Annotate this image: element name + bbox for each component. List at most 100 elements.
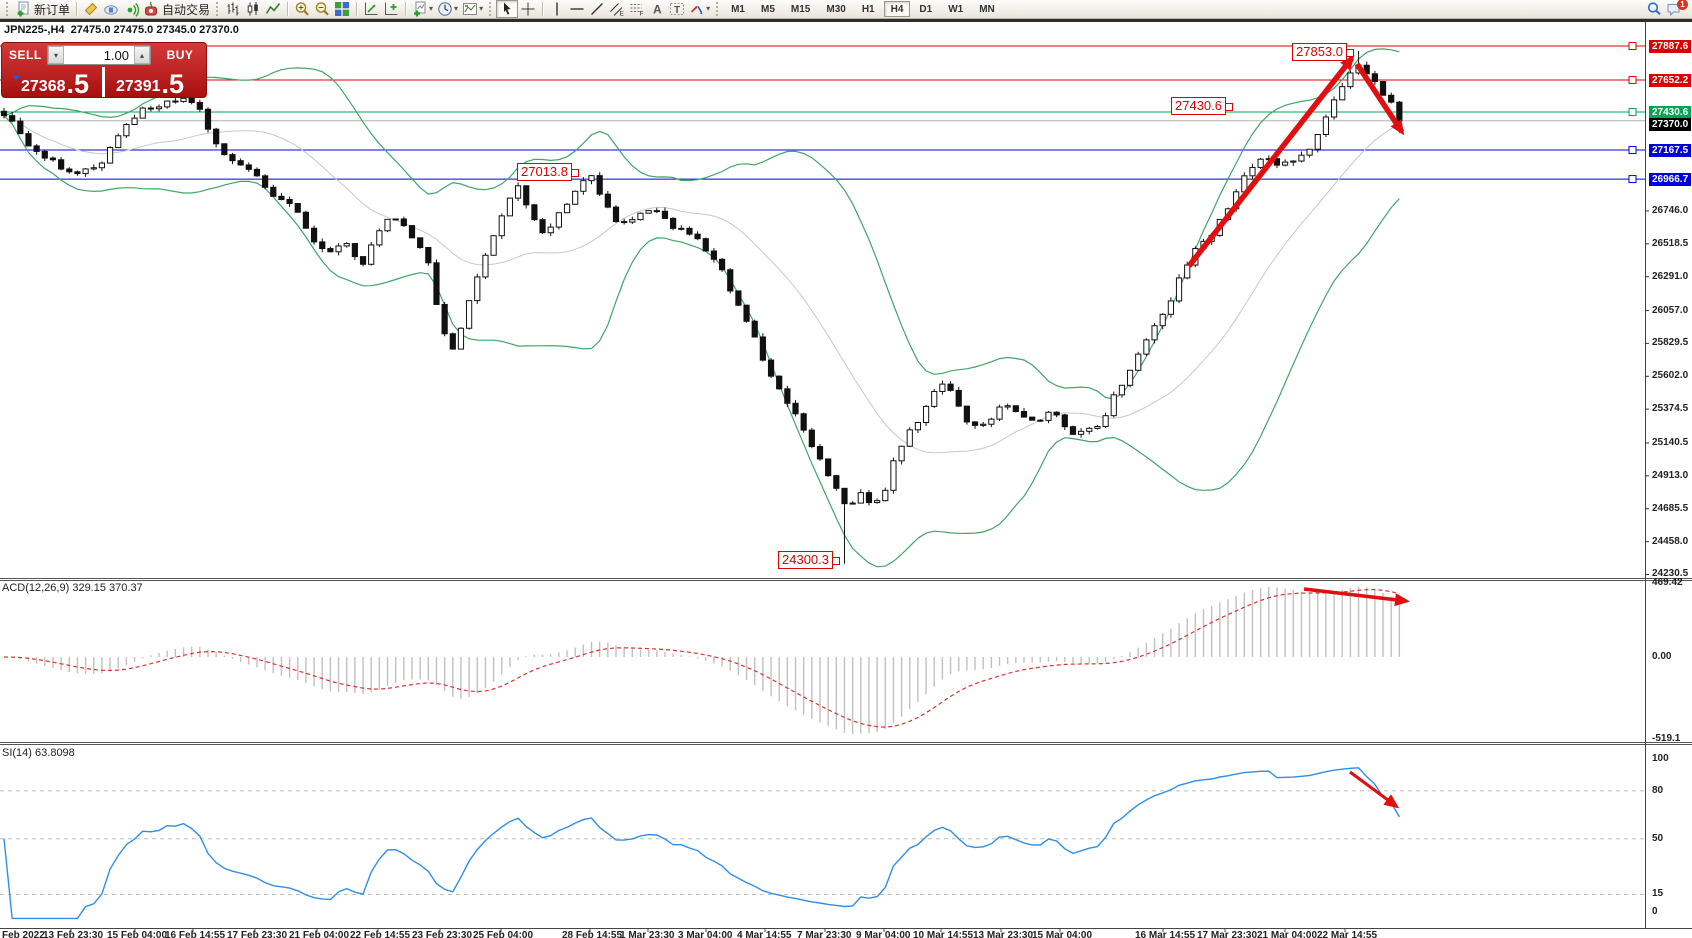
time-axis-label[interactable]: 25 Feb 04:00 bbox=[473, 930, 534, 938]
volume-decrease-button[interactable]: ▾ bbox=[48, 46, 64, 64]
price-axis-tick[interactable]: 24913.0 bbox=[1652, 469, 1689, 481]
price-flag-label[interactable]: 27013.8 bbox=[517, 163, 579, 181]
time-axis-label[interactable]: 15 Feb 04:00 bbox=[107, 930, 168, 938]
price-axis-tick[interactable]: 24230.5 bbox=[1652, 568, 1689, 580]
toolbar-grip[interactable] bbox=[489, 2, 492, 16]
depth-of-market-icon[interactable] bbox=[101, 0, 121, 18]
tile-windows-icon[interactable] bbox=[332, 0, 352, 18]
timeframe-M1[interactable]: M1 bbox=[731, 4, 745, 15]
price-flag-label[interactable]: 27853.0 bbox=[1292, 43, 1354, 61]
time-axis-label[interactable]: 3 Mar 04:00 bbox=[678, 930, 733, 938]
cursor-tool-button[interactable] bbox=[496, 0, 519, 18]
time-axis-label[interactable]: 16 Feb 14:55 bbox=[165, 930, 226, 938]
price-axis-tick[interactable]: 26746.0 bbox=[1652, 204, 1689, 216]
toolbar-grip[interactable] bbox=[216, 2, 219, 16]
price-axis-tick[interactable]: 25829.5 bbox=[1652, 337, 1689, 349]
crosshair-tool-button[interactable] bbox=[518, 0, 538, 18]
price-alert-icon[interactable] bbox=[81, 0, 101, 18]
toolbar-grip[interactable] bbox=[716, 2, 719, 16]
rsi-scale-label[interactable]: 100 bbox=[1652, 753, 1669, 764]
volume-stepper[interactable]: ▾ 1.00 ▴ bbox=[47, 45, 151, 65]
time-axis-label[interactable]: 13 Feb 23:30 bbox=[43, 930, 104, 938]
time-axis-label[interactable]: 22 Feb 14:55 bbox=[350, 930, 411, 938]
template-button[interactable]: ▾ bbox=[460, 0, 485, 18]
price-axis-tick[interactable]: 24685.5 bbox=[1652, 502, 1689, 514]
timeframe-M15[interactable]: M15 bbox=[790, 4, 811, 15]
zoom-in-icon[interactable] bbox=[292, 0, 312, 18]
timeframe-H4[interactable]: H4 bbox=[883, 1, 911, 17]
zoom-out-icon[interactable] bbox=[312, 0, 332, 18]
buy-button[interactable]: BUY bbox=[154, 48, 206, 62]
time-axis-label[interactable]: 21 Mar 04:00 bbox=[1257, 930, 1318, 938]
autotrading-button[interactable]: 自动交易 bbox=[141, 0, 212, 18]
toolbar-grip[interactable] bbox=[6, 2, 9, 16]
time-axis-label[interactable]: Feb 2022 bbox=[2, 930, 45, 938]
rsi-scale-label[interactable]: 0 bbox=[1652, 906, 1658, 917]
volume-value[interactable]: 1.00 bbox=[103, 47, 129, 63]
sell-button[interactable]: SELL bbox=[2, 48, 44, 62]
timeframe-M5[interactable]: M5 bbox=[761, 4, 775, 15]
price-axis-tick[interactable]: 24458.0 bbox=[1652, 535, 1689, 547]
add-indicator-icon[interactable] bbox=[381, 0, 401, 18]
rsi-scale-label[interactable]: 50 bbox=[1652, 832, 1664, 844]
price-axis-tick[interactable]: 25374.5 bbox=[1652, 403, 1689, 415]
rsi-scale-label[interactable]: 80 bbox=[1652, 784, 1664, 796]
vertical-line-tool[interactable] bbox=[547, 0, 567, 18]
text-label-tool[interactable]: T bbox=[667, 0, 687, 18]
price-flag-label[interactable]: 24300.3 bbox=[778, 551, 840, 569]
time-axis-label[interactable]: 9 Mar 04:00 bbox=[856, 930, 911, 938]
timeframe-W1[interactable]: W1 bbox=[948, 4, 964, 15]
time-axis-label[interactable]: 4 Mar 14:55 bbox=[737, 930, 792, 938]
time-axis-label[interactable]: 23 Feb 23:30 bbox=[412, 930, 473, 938]
bar-chart-icon[interactable] bbox=[223, 0, 243, 18]
horizontal-line-tool[interactable] bbox=[567, 0, 587, 18]
macd-scale-label[interactable]: 469.42 bbox=[1652, 577, 1683, 588]
time-axis-label[interactable]: 16 Mar 14:55 bbox=[1135, 930, 1196, 938]
time-axis-label[interactable]: 10 Mar 14:55 bbox=[913, 930, 974, 938]
time-axis-label[interactable]: 13 Mar 23:30 bbox=[973, 930, 1034, 938]
symbol-ohlc-header: JPN225-,H4 27475.0 27475.0 27345.0 27370… bbox=[4, 24, 239, 36]
candlestick-chart-icon[interactable] bbox=[243, 0, 263, 18]
volume-increase-button[interactable]: ▴ bbox=[134, 46, 150, 64]
time-axis-label[interactable]: 17 Mar 23:30 bbox=[1197, 930, 1258, 938]
price-axis-tick[interactable]: 26291.0 bbox=[1652, 270, 1689, 282]
trendline-tool[interactable] bbox=[587, 0, 607, 18]
periods-button[interactable]: ▾ bbox=[435, 0, 460, 18]
line-chart-icon[interactable] bbox=[263, 0, 283, 18]
notification-badge: 1 bbox=[1677, 0, 1688, 10]
macd-scale-label[interactable]: -519.1 bbox=[1652, 733, 1681, 744]
price-axis-tick[interactable]: 25602.0 bbox=[1652, 370, 1689, 382]
timeframe-M30[interactable]: M30 bbox=[826, 4, 846, 15]
time-axis-label[interactable]: 21 Feb 04:00 bbox=[289, 930, 350, 938]
equidistant-channel-tool[interactable]: E bbox=[607, 0, 627, 18]
ohlc-values: 27475.0 27475.0 27345.0 27370.0 bbox=[70, 24, 239, 36]
indicator-list-icon[interactable] bbox=[361, 0, 381, 18]
search-button[interactable] bbox=[1644, 0, 1664, 18]
text-tool[interactable]: A bbox=[647, 0, 667, 18]
new-order-label: 新订单 bbox=[34, 2, 71, 17]
time-axis-label[interactable]: 7 Mar 23:30 bbox=[797, 930, 852, 938]
time-axis-label[interactable]: 17 Feb 23:30 bbox=[227, 930, 288, 938]
rsi-scale-label[interactable]: 15 bbox=[1652, 888, 1664, 900]
time-axis-label[interactable]: 15 Mar 04:00 bbox=[1032, 930, 1093, 938]
time-axis-label[interactable]: 22 Mar 14:55 bbox=[1317, 930, 1378, 938]
sell-price[interactable]: 27368 .5 bbox=[2, 67, 100, 97]
new-order-button[interactable]: 新订单 bbox=[13, 0, 72, 18]
timeframe-MN[interactable]: MN bbox=[979, 4, 995, 15]
price-flag-label[interactable]: 27430.6 bbox=[1171, 97, 1233, 115]
price-axis-tick[interactable]: 26518.5 bbox=[1652, 237, 1689, 249]
new-chart-button[interactable]: ▾ bbox=[410, 0, 435, 18]
timeframe-D1[interactable]: D1 bbox=[919, 4, 933, 15]
signals-icon[interactable] bbox=[121, 0, 141, 18]
timeframe-H1[interactable]: H1 bbox=[861, 4, 875, 15]
fibonacci-tool[interactable]: F bbox=[627, 0, 647, 18]
price-axis-tick[interactable]: 25140.5 bbox=[1652, 436, 1689, 448]
macd-scale-label[interactable]: 0.00 bbox=[1652, 651, 1672, 663]
time-axis-label[interactable]: 1 Mar 23:30 bbox=[620, 930, 675, 938]
arrows-tool[interactable]: ▾ bbox=[687, 0, 712, 18]
notifications-button[interactable]: 1 bbox=[1664, 0, 1688, 18]
price-axis-tick[interactable]: 26057.0 bbox=[1652, 304, 1689, 316]
buy-price[interactable]: 27391 .5 bbox=[116, 69, 185, 98]
time-axis-label[interactable]: 28 Feb 14:55 bbox=[562, 930, 623, 938]
